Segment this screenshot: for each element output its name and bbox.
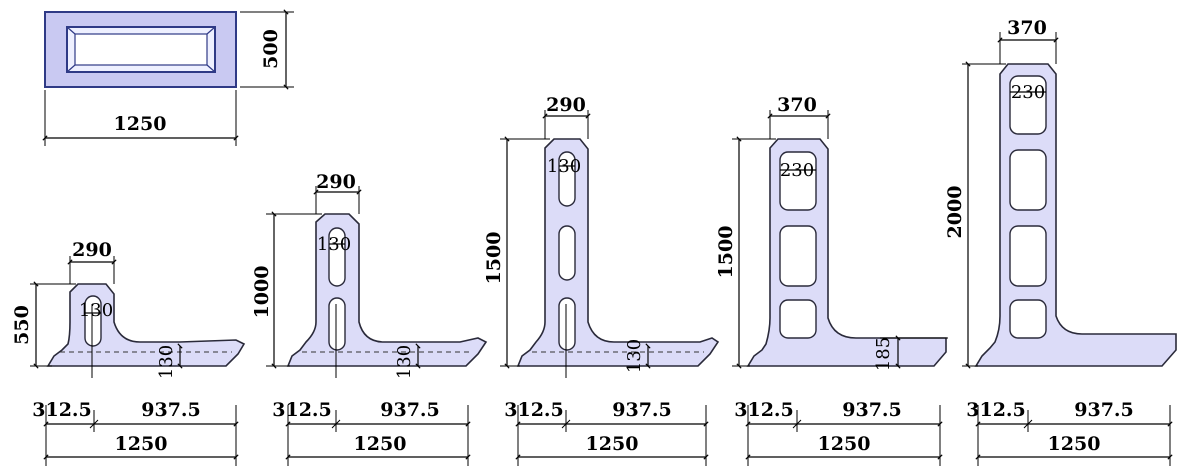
section-2-toe: 312.5 (272, 399, 332, 421)
section-5-hole-width: 230 (1011, 82, 1045, 103)
section-3-heel: 937.5 (612, 399, 672, 421)
section-1-outline (46, 283, 246, 367)
section-4-outline (746, 138, 947, 367)
section-1-height: 550 (11, 305, 33, 345)
section-3-hole-2 (558, 225, 576, 281)
section-4-top-width: 370 (777, 94, 817, 116)
section-2-base-width: 1250 (354, 433, 407, 455)
section-4-hole-width: 230 (780, 160, 814, 181)
section-4-base-width: 1250 (818, 433, 871, 455)
panel-width-label: 1250 (114, 113, 167, 135)
section-2-hole-width: 130 (317, 234, 351, 255)
panel-height-label: 500 (260, 29, 282, 69)
section-5-hole-1 (1009, 75, 1047, 135)
section-1500-a: 290 130 130 1500 312.5 937.5 1250 (483, 94, 720, 466)
section-1-toe: 312.5 (32, 399, 92, 421)
section-3-base-width: 1250 (586, 433, 639, 455)
section-5-base-width: 1250 (1048, 433, 1101, 455)
section-1-heel: 937.5 (141, 399, 201, 421)
section-2-heel: 937.5 (380, 399, 440, 421)
section-3-toe: 312.5 (504, 399, 564, 421)
section-1-hole (84, 295, 102, 347)
section-2-base-thickness: 130 (394, 345, 415, 379)
section-3-base-thickness: 130 (624, 339, 645, 373)
section-5-heel: 937.5 (1074, 399, 1134, 421)
section-3-height: 1500 (483, 232, 505, 285)
panel-view: 1250 500 (42, 9, 294, 146)
section-1-hole-width: 130 (79, 300, 113, 321)
section-1000: 290 130 130 1000 312.5 937.5 1250 (251, 171, 488, 466)
section-4-hole-1 (779, 151, 817, 211)
section-4-base-thickness: 185 (873, 337, 894, 371)
section-2-hole-lower (328, 297, 346, 351)
section-1500-b: 370 230 185 1500 312.5 937.5 1250 (715, 94, 948, 466)
section-2000: 370 230 2000 312.5 937.5 1250 (944, 17, 1177, 466)
section-2-hole-upper (328, 227, 346, 287)
section-5-hole-3 (1009, 225, 1047, 287)
section-2-top-width: 290 (316, 171, 356, 193)
section-5-outline (974, 63, 1177, 367)
section-1-base-thickness: 130 (156, 345, 177, 379)
section-3-top-width: 290 (546, 94, 586, 116)
section-5-hole-2 (1009, 149, 1047, 211)
section-4-hole-3 (779, 299, 817, 339)
section-4-hole-2 (779, 225, 817, 287)
section-2-height: 1000 (251, 266, 273, 319)
section-5-top-width: 370 (1007, 17, 1047, 39)
section-3-hole-3 (558, 297, 576, 351)
section-550: 290 130 130 550 312.5 937.5 1250 (11, 239, 246, 466)
section-4-height: 1500 (715, 226, 737, 279)
section-5-toe: 312.5 (966, 399, 1026, 421)
section-4-toe: 312.5 (734, 399, 794, 421)
section-5-hole-4 (1009, 299, 1047, 339)
section-1-top-width: 290 (72, 239, 112, 261)
section-1-base-width: 1250 (115, 433, 168, 455)
section-3-hole-width: 130 (547, 156, 581, 177)
section-4-heel: 937.5 (842, 399, 902, 421)
section-5-height: 2000 (944, 186, 966, 239)
